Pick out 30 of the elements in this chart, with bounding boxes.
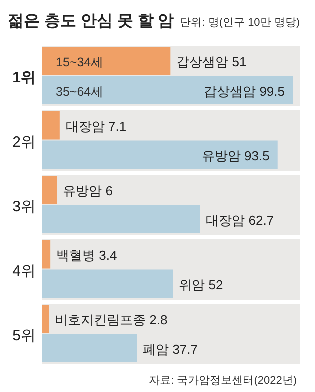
- data-label: 비호지킨림프종 2.8: [55, 312, 168, 328]
- y-tick-label: 5위: [12, 327, 36, 344]
- bar: [42, 334, 138, 362]
- data-label: 대장암 7.1: [66, 119, 127, 134]
- y-tick-label: 2위: [12, 134, 36, 151]
- bar: [42, 140, 278, 169]
- bar: [42, 205, 200, 234]
- bar: [42, 47, 171, 76]
- data-label: 위암 52: [179, 277, 224, 292]
- series-label: 15~34세: [56, 56, 104, 70]
- y-tick-label: 4위: [12, 262, 36, 280]
- bar: [42, 240, 51, 269]
- bar: [42, 112, 60, 140]
- data-label: 유방암 6: [63, 184, 113, 199]
- data-label: 대장암 62.7: [206, 212, 274, 228]
- data-label: 갑상샘암 99.5: [204, 84, 285, 99]
- chart-title: 젊은 층도 안심 못 할 암: [8, 13, 174, 30]
- bar: [42, 176, 58, 204]
- series-label: 35~64세: [56, 84, 104, 99]
- data-label: 유방암 93.5: [202, 148, 270, 164]
- bar: [42, 76, 293, 104]
- text: 자료: 국가암정보센터(2022년): [149, 375, 297, 387]
- bar: [42, 305, 50, 334]
- data-label: 갑상샘암 51: [176, 54, 247, 70]
- bar: [42, 270, 174, 298]
- data-label: 폐암 37.7: [143, 342, 198, 357]
- data-label: 백혈병 3.4: [56, 248, 118, 264]
- y-tick-label: 1위: [12, 69, 36, 86]
- chart-subtitle: 단위: 명(인구 10만 명당): [180, 17, 300, 29]
- y-tick-label: 3위: [12, 198, 36, 216]
